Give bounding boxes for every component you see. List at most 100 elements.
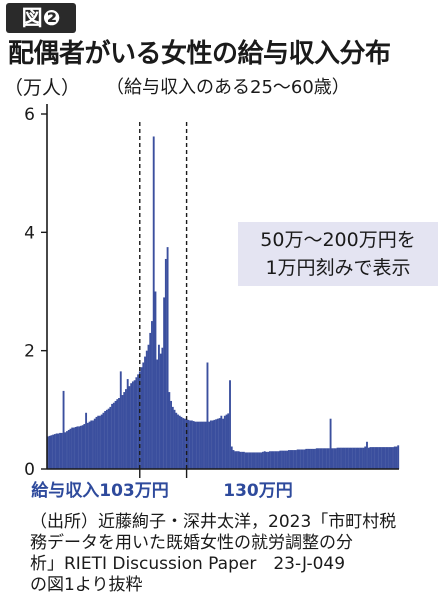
bar bbox=[201, 421, 204, 469]
bar bbox=[343, 447, 346, 469]
bar bbox=[92, 420, 94, 469]
bar bbox=[289, 450, 292, 469]
source-line-2: 務データを用いた既婚女性の就労調整の分 bbox=[30, 533, 353, 553]
bar bbox=[88, 421, 91, 469]
bar bbox=[265, 451, 268, 469]
bar bbox=[64, 432, 67, 469]
bar bbox=[52, 434, 55, 469]
bar bbox=[355, 447, 358, 469]
bar bbox=[244, 452, 247, 469]
bar bbox=[324, 448, 327, 469]
bar bbox=[385, 447, 388, 469]
bar bbox=[367, 447, 370, 469]
bar bbox=[274, 451, 277, 469]
bar bbox=[225, 414, 228, 469]
bar bbox=[366, 441, 368, 469]
bar bbox=[256, 452, 259, 469]
bar bbox=[203, 421, 205, 469]
bar bbox=[220, 415, 223, 469]
source-line-3: 析」RIETI Discussion Paper 23-J-049 bbox=[30, 554, 346, 574]
bar bbox=[126, 379, 129, 469]
bar bbox=[388, 447, 391, 469]
bar bbox=[47, 436, 49, 469]
bar bbox=[300, 449, 303, 469]
bar bbox=[353, 447, 356, 469]
bar bbox=[215, 419, 218, 469]
bar bbox=[102, 412, 105, 469]
bar bbox=[121, 395, 124, 469]
bar bbox=[277, 451, 280, 469]
bar bbox=[234, 451, 237, 469]
bar bbox=[116, 399, 119, 469]
bar bbox=[152, 136, 155, 470]
bar bbox=[81, 425, 84, 469]
bar bbox=[293, 450, 296, 469]
bar bbox=[319, 448, 322, 469]
bar bbox=[284, 450, 287, 469]
bar bbox=[272, 451, 275, 469]
bar bbox=[112, 402, 115, 469]
bar bbox=[275, 451, 278, 469]
bar bbox=[390, 447, 393, 469]
source-line-1: （出所）近藤絢子・深井太洋，2023「市町村税 bbox=[30, 512, 397, 532]
bar bbox=[288, 450, 290, 469]
bar bbox=[296, 449, 299, 469]
bar bbox=[142, 362, 145, 469]
bar bbox=[192, 421, 195, 469]
bar bbox=[281, 450, 283, 469]
bar bbox=[213, 419, 216, 469]
bar bbox=[159, 353, 162, 470]
bar bbox=[93, 418, 96, 469]
bar bbox=[85, 412, 88, 469]
bar bbox=[216, 418, 219, 469]
bar bbox=[161, 347, 164, 469]
bar bbox=[140, 367, 143, 469]
bar bbox=[100, 414, 103, 469]
bar bbox=[99, 415, 101, 469]
bar bbox=[307, 448, 309, 469]
bar bbox=[320, 448, 323, 469]
bar bbox=[194, 421, 197, 469]
bar bbox=[170, 400, 172, 469]
bar bbox=[338, 447, 341, 469]
bar bbox=[359, 447, 361, 469]
bar bbox=[118, 398, 120, 469]
bar bbox=[333, 448, 335, 469]
bar bbox=[263, 451, 266, 469]
bar bbox=[294, 450, 297, 469]
bar bbox=[182, 418, 185, 469]
bar bbox=[392, 447, 394, 469]
bar bbox=[345, 447, 348, 469]
bar bbox=[109, 406, 112, 470]
bar bbox=[317, 448, 320, 469]
bar bbox=[107, 408, 110, 469]
bar bbox=[128, 386, 131, 469]
bar bbox=[223, 415, 226, 469]
bar bbox=[230, 446, 233, 469]
bar bbox=[383, 447, 386, 469]
bar bbox=[130, 383, 133, 469]
bar bbox=[71, 427, 74, 469]
bar bbox=[362, 447, 365, 469]
bar bbox=[249, 452, 252, 469]
bar bbox=[279, 450, 282, 469]
bar bbox=[303, 449, 306, 469]
bar bbox=[183, 418, 186, 469]
bar bbox=[187, 419, 190, 469]
bar bbox=[67, 429, 70, 469]
note-line-1: 50万～200万円を bbox=[260, 229, 416, 251]
bar bbox=[208, 421, 211, 469]
bar bbox=[301, 449, 304, 469]
bar bbox=[372, 447, 375, 469]
bar bbox=[336, 447, 339, 469]
chart-title: 配偶者がいる女性の給与収入分布 bbox=[8, 39, 391, 69]
bar bbox=[74, 426, 77, 469]
bar bbox=[210, 420, 212, 469]
bar bbox=[371, 447, 374, 469]
y-tick-label: 0 bbox=[24, 460, 35, 480]
bar bbox=[79, 425, 82, 469]
bar bbox=[232, 450, 235, 469]
bar bbox=[73, 427, 75, 469]
bar bbox=[305, 448, 308, 469]
bar bbox=[55, 433, 58, 469]
